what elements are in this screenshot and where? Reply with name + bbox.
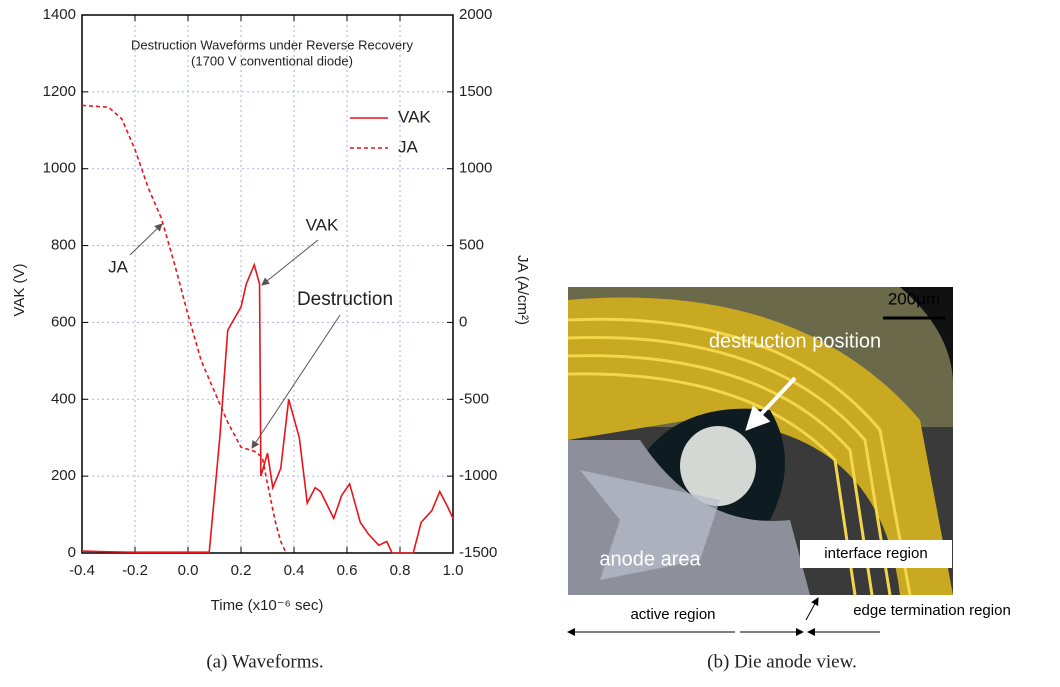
annotation-arrow [261, 239, 319, 286]
photo-label: edge termination region [853, 602, 1011, 619]
y-axis-label: VAK (V) [11, 263, 28, 316]
y2-tick-label: -1000 [459, 467, 497, 484]
x-axis-label: Time (x10⁻⁶ sec) [211, 597, 324, 614]
legend-label: JA [398, 137, 419, 156]
y-tick-label: 1400 [43, 6, 76, 23]
y2-axis-label: JA (A/cm²) [514, 255, 531, 325]
photo-label: active region [630, 606, 715, 623]
y-tick-label: 800 [51, 237, 76, 254]
x-tick-label: 0.8 [390, 562, 411, 579]
y-tick-label: 200 [51, 467, 76, 484]
region-arrow [805, 597, 819, 621]
legend-label: VAK [398, 107, 431, 126]
scale-label: 200μm [888, 289, 940, 308]
y2-tick-label: 2000 [459, 6, 492, 23]
annotation: Destruction [297, 289, 393, 310]
y2-tick-label: 0 [459, 313, 467, 330]
label-box [800, 540, 952, 568]
x-tick-label: 0.4 [284, 562, 305, 579]
y-tick-label: 1000 [43, 160, 76, 177]
y-tick-label: 400 [51, 390, 76, 407]
data-line [81, 262, 454, 554]
chart-title: Destruction Waveforms under Reverse Reco… [131, 37, 414, 52]
photo-label: anode area [599, 548, 701, 570]
caption: (a) Waveforms. [206, 651, 323, 672]
data-line [81, 104, 287, 554]
y-tick-label: 0 [68, 544, 76, 561]
die-photo [567, 287, 953, 596]
x-tick-label: -0.4 [69, 562, 95, 579]
label-box [608, 600, 738, 630]
y-tick-label: 600 [51, 313, 76, 330]
y2-tick-label: 1500 [459, 83, 492, 100]
y2-tick-label: 1000 [459, 160, 492, 177]
x-tick-label: 0.0 [178, 562, 199, 579]
y-tick-label: 1200 [43, 83, 76, 100]
y2-tick-label: 500 [459, 237, 484, 254]
x-tick-label: 0.2 [231, 562, 252, 579]
photo-label: destruction position [709, 330, 881, 352]
photo-label: interface region [824, 545, 927, 562]
x-tick-label: 0.6 [337, 562, 358, 579]
x-tick-label: 1.0 [443, 562, 464, 579]
annotation-arrow [251, 314, 341, 449]
plot-frame [81, 14, 454, 554]
chart-subtitle: (1700 V conventional diode) [191, 53, 353, 68]
y2-tick-label: -500 [459, 390, 489, 407]
x-tick-label: -0.2 [122, 562, 148, 579]
y2-tick-label: -1500 [459, 544, 497, 561]
annotation: VAK [306, 215, 339, 234]
caption: (b) Die anode view. [707, 651, 857, 672]
annotation-arrow [129, 223, 163, 256]
annotation: JA [108, 257, 129, 276]
